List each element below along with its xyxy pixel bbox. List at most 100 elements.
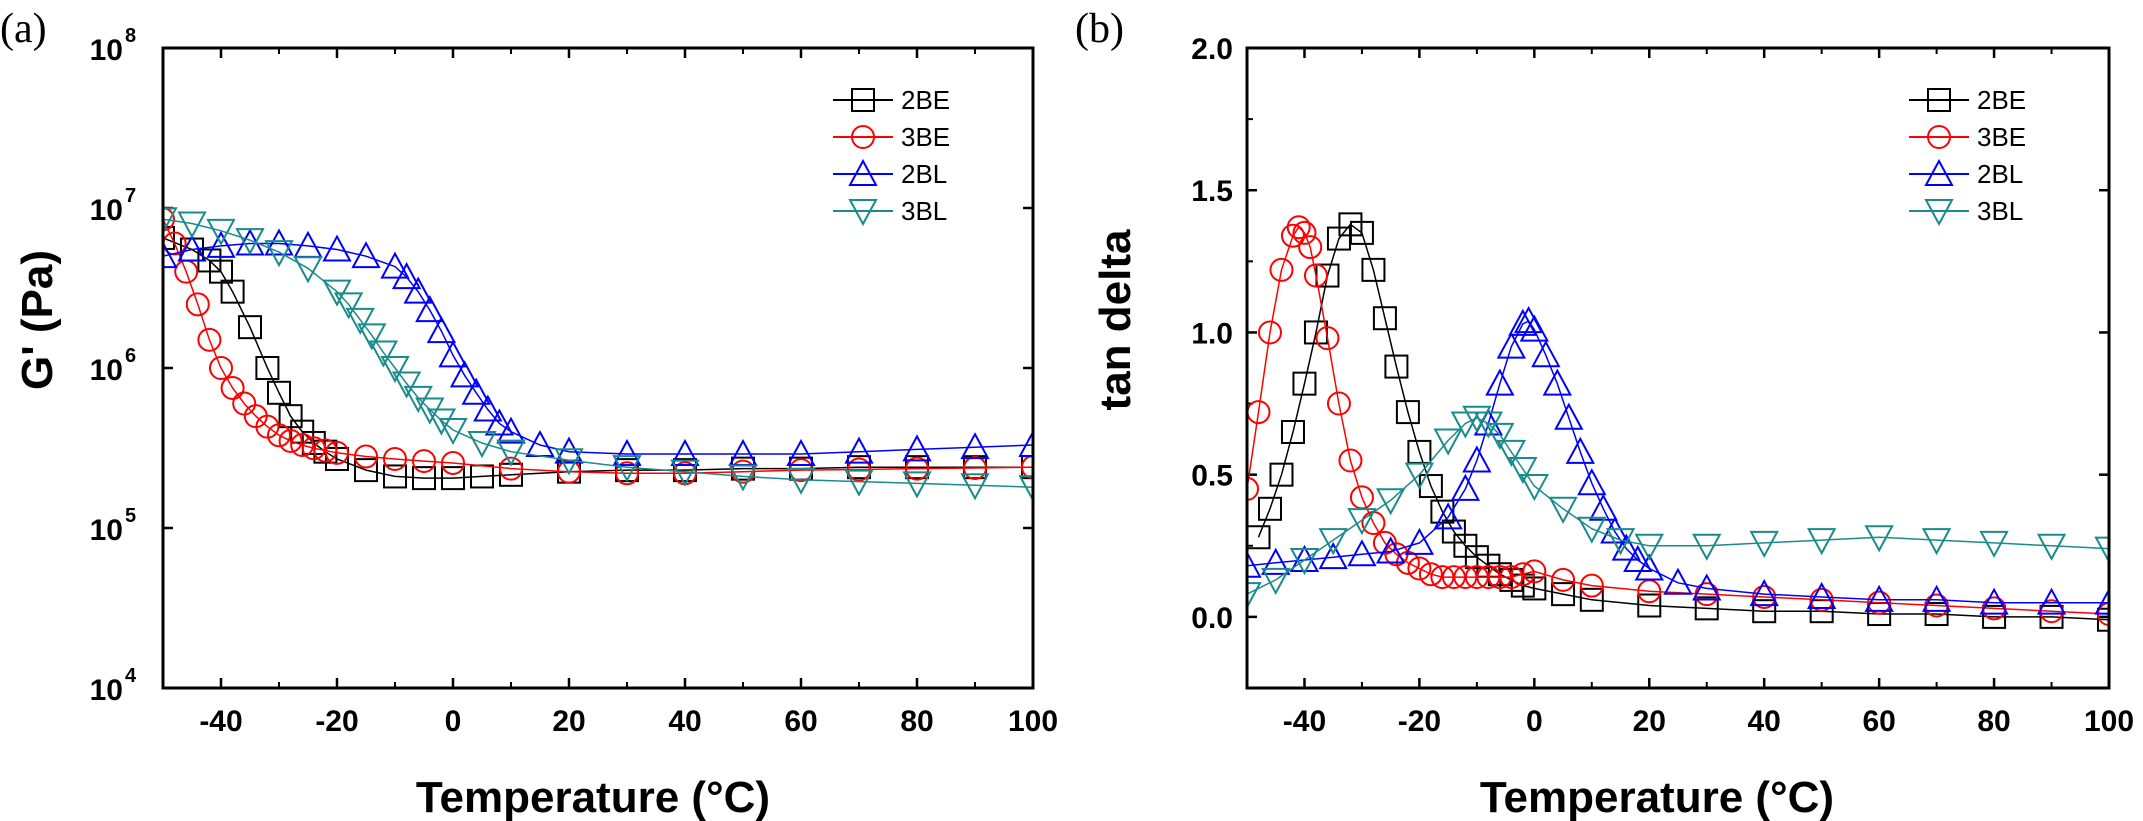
data-point-2BL — [1531, 340, 1561, 368]
data-point-2BL — [1433, 502, 1463, 530]
x-tick-label: 20 — [1633, 705, 1666, 738]
data-point-2BL — [235, 228, 265, 256]
data-point-3BE — [1326, 391, 1351, 416]
data-point-2BL — [1577, 468, 1607, 496]
x-tick-label: 80 — [900, 705, 933, 738]
data-point-2BL — [1247, 550, 1262, 578]
data-point-2BE — [1292, 371, 1317, 396]
y-tick-label: 10 — [90, 34, 123, 67]
legend-item-3BE: 3BE — [1909, 122, 2026, 152]
data-point-3BE — [1752, 584, 1777, 609]
legend-item-3BL: 3BL — [833, 196, 947, 227]
data-point-3BE — [1522, 559, 1547, 584]
data-point-3BE — [220, 375, 245, 400]
x-tick-label: -40 — [199, 705, 242, 738]
data-point-2BE — [2039, 604, 2064, 629]
data-point-2BL — [391, 261, 422, 290]
data-point-3BL — [1634, 533, 1664, 561]
series-2BL — [163, 228, 1033, 467]
data-point-3BL — [1462, 405, 1492, 433]
data-point-3BL — [1318, 528, 1348, 556]
data-point-2BE — [2097, 607, 2109, 632]
data-point-3BL — [1347, 508, 1377, 536]
legend-label: 3BE — [1977, 122, 2026, 152]
data-point-3BE — [1551, 567, 1576, 592]
panel-b-frame — [1245, 46, 2111, 690]
panel-b-ticks: -40 -20 0 20 40 60 80 100 0.0 0.5 1.0 1.5 2.0 — [1191, 33, 2134, 738]
data-point-2BL — [1519, 314, 1550, 342]
data-point-3BL — [1404, 462, 1435, 490]
panel-a-plot-area — [163, 207, 1033, 503]
data-point-2BL — [554, 436, 584, 464]
data-point-3BE — [1021, 455, 1033, 480]
data-point-2BL — [426, 316, 457, 344]
data-point-2BL — [1508, 308, 1538, 336]
y-tick-label: 10 — [90, 354, 123, 387]
panel-a-ylabel: G' (Pa) — [13, 250, 62, 390]
series-line-2BL — [163, 242, 1033, 455]
data-point-3BE — [1510, 562, 1535, 587]
legend-item-2BE: 2BE — [833, 85, 950, 115]
data-point-2BL — [322, 234, 352, 262]
legend-item-2BL: 2BL — [1909, 158, 2023, 189]
data-point-3BL — [380, 356, 410, 384]
data-point-2BL — [1921, 584, 1952, 612]
data-point-2BL — [1864, 584, 1894, 612]
data-point-2BL — [1611, 533, 1641, 561]
data-point-3BL — [1577, 516, 1607, 544]
data-point-2BL — [612, 438, 642, 467]
data-point-2BE — [1982, 604, 2007, 629]
data-point-2BE — [220, 279, 245, 304]
legend-item-2BE: 2BE — [1909, 85, 2026, 115]
data-point-3BL — [415, 397, 445, 425]
series-3BL — [163, 207, 1033, 503]
data-point-2BL — [1347, 539, 1377, 567]
data-point-2BL — [902, 434, 932, 462]
data-point-3BL — [1485, 422, 1515, 450]
data-point-3BE — [1338, 448, 1363, 473]
data-point-3BL — [357, 323, 387, 351]
y-tick-exponent: 8 — [125, 25, 136, 47]
series-2BL — [1247, 305, 2109, 615]
x-tick-label: 100 — [1008, 705, 1058, 738]
data-point-3BE — [290, 433, 315, 458]
legend-label: 2BE — [901, 85, 950, 115]
y-tick-label: 2.0 — [1191, 33, 1233, 66]
x-tick-label: 0 — [445, 705, 462, 738]
series-3BE — [163, 207, 1033, 486]
data-point-3BL — [1247, 582, 1262, 610]
data-point-3BE — [267, 423, 291, 448]
data-point-3BE — [615, 461, 639, 486]
data-point-3BE — [1315, 326, 1340, 351]
data-point-3BE — [278, 428, 303, 453]
data-point-2BL — [844, 436, 874, 464]
data-point-3BE — [499, 456, 523, 481]
data-point-2BL — [351, 241, 381, 269]
data-point-3BL — [786, 467, 816, 495]
data-point-3BE — [441, 450, 465, 475]
y-tick-label: 0.0 — [1191, 602, 1233, 635]
y-tick-label: 10 — [90, 194, 123, 227]
series-3BE — [1247, 215, 2109, 627]
data-point-3BL — [264, 240, 294, 268]
data-point-2BL — [1542, 368, 1572, 396]
data-point-2BE — [441, 466, 465, 491]
data-point-3BL — [1261, 567, 1291, 596]
data-point-3BE — [301, 436, 326, 461]
data-point-2BE — [1372, 306, 1397, 331]
data-point-3BE — [354, 444, 378, 469]
data-point-3BL — [1508, 456, 1538, 485]
data-point-3BL — [1548, 496, 1578, 524]
data-point-3BL — [1921, 528, 1952, 556]
x-tick-label: -20 — [1398, 705, 1441, 738]
data-point-3BL — [206, 218, 236, 246]
series-line-2BE — [1257, 223, 2109, 621]
data-point-3BE — [1257, 320, 1282, 345]
data-point-3BL — [426, 408, 457, 436]
data-point-2BL — [1450, 473, 1481, 501]
data-point-2BE — [1280, 420, 1305, 444]
data-point-2BE — [163, 225, 175, 250]
data-point-3BE — [1247, 476, 1259, 501]
panel-b-letter: (b) — [1075, 6, 1124, 52]
data-point-3BL — [163, 207, 178, 235]
